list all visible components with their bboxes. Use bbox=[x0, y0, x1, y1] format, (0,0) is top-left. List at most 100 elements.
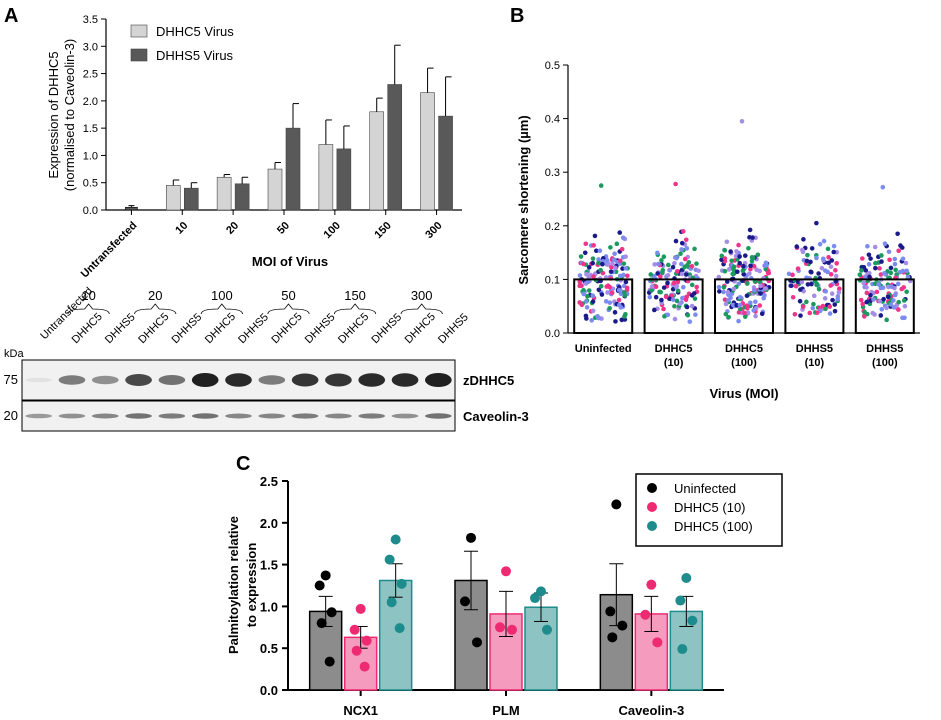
b-data-point bbox=[748, 266, 753, 272]
b-data-point bbox=[649, 284, 655, 289]
b-data-point bbox=[591, 274, 596, 279]
blot-marker-label: 20 bbox=[4, 408, 18, 423]
b-data-point bbox=[905, 274, 911, 280]
b-data-point bbox=[829, 258, 835, 263]
c-data-point bbox=[507, 624, 517, 635]
c-y-label-line: to expression bbox=[244, 543, 259, 628]
b-data-point bbox=[673, 181, 678, 187]
blot-band bbox=[358, 373, 386, 387]
b-data-point bbox=[888, 302, 894, 307]
a-ytick-label: 3.0 bbox=[83, 41, 98, 53]
b-data-point bbox=[817, 241, 823, 247]
b-data-point bbox=[583, 299, 589, 304]
b-data-point bbox=[596, 260, 601, 266]
b-data-point bbox=[898, 243, 903, 248]
c-data-point bbox=[652, 637, 663, 648]
blot-lane-label: DHHS5 bbox=[303, 311, 338, 346]
blot-marker-label: 75 bbox=[4, 372, 18, 387]
b-data-point bbox=[672, 316, 678, 322]
blot-lane-label: DHHC5 bbox=[136, 311, 171, 346]
b-data-point bbox=[670, 264, 676, 270]
b-xtick-label-line: DHHC5 bbox=[725, 343, 763, 355]
b-data-point bbox=[612, 251, 617, 257]
c-legend-marker bbox=[647, 502, 657, 512]
b-x-label: Virus (MOI) bbox=[709, 386, 778, 401]
c-data-point bbox=[611, 499, 622, 510]
b-data-point bbox=[903, 260, 909, 266]
b-data-point bbox=[832, 302, 838, 307]
a-bar-dhhc5 bbox=[369, 111, 385, 211]
b-data-point bbox=[670, 297, 676, 302]
blot-band bbox=[25, 413, 52, 419]
b-data-point bbox=[667, 267, 673, 273]
b-ytick-label: 0.2 bbox=[545, 221, 560, 233]
a-bar-dhhc5 bbox=[420, 92, 435, 211]
b-data-point bbox=[798, 313, 803, 318]
blot-lane-label: DHHS5 bbox=[369, 311, 404, 346]
b-data-point bbox=[814, 310, 820, 316]
b-data-point bbox=[763, 286, 768, 291]
a-xtick-label: 10 bbox=[173, 220, 190, 237]
b-data-point bbox=[877, 266, 882, 271]
a-xtick-label: 20 bbox=[224, 220, 241, 237]
b-data-point bbox=[658, 274, 663, 279]
b-data-point bbox=[689, 303, 695, 309]
b-data-point bbox=[868, 256, 873, 261]
panel-label-b: B bbox=[510, 5, 524, 27]
c-data-point bbox=[536, 586, 546, 597]
blot-band bbox=[391, 413, 419, 419]
b-data-point bbox=[860, 301, 865, 307]
b-data-point bbox=[577, 279, 583, 284]
c-ytick-label: 2.0 bbox=[260, 516, 278, 531]
a-ytick-label: 0.0 bbox=[83, 205, 98, 217]
b-data-point bbox=[887, 257, 892, 263]
c-ytick-label: 0.5 bbox=[260, 641, 278, 656]
b-data-point bbox=[683, 272, 689, 277]
b-data-point bbox=[882, 241, 888, 246]
b-data-point bbox=[786, 271, 792, 277]
b-data-point bbox=[825, 269, 830, 275]
a-bar-dhhc5 bbox=[165, 185, 181, 211]
b-data-point bbox=[737, 295, 743, 300]
b-data-point bbox=[648, 272, 654, 277]
b-data-point bbox=[866, 270, 872, 276]
b-data-point bbox=[871, 297, 876, 302]
b-data-point bbox=[584, 271, 589, 277]
b-data-point bbox=[880, 285, 886, 290]
b-data-point bbox=[684, 304, 690, 310]
b-data-point bbox=[726, 297, 731, 303]
b-data-point bbox=[721, 285, 727, 290]
b-data-point bbox=[724, 239, 730, 245]
b-data-point bbox=[730, 271, 735, 277]
b-data-point bbox=[836, 290, 842, 295]
b-data-point bbox=[716, 274, 722, 280]
blot-band bbox=[91, 413, 119, 419]
b-data-point bbox=[748, 263, 753, 269]
c-data-point bbox=[687, 615, 698, 626]
b-data-point bbox=[617, 258, 623, 264]
blot-moi-label: 20 bbox=[148, 288, 162, 303]
b-data-point bbox=[750, 255, 756, 261]
b-xtick-label: Uninfected bbox=[575, 343, 632, 355]
b-data-point bbox=[612, 265, 618, 271]
blot-moi-bracket bbox=[334, 303, 377, 315]
b-data-point bbox=[884, 317, 889, 323]
b-ytick-label: 0.0 bbox=[545, 328, 560, 340]
blot-band bbox=[158, 375, 186, 385]
b-data-point bbox=[653, 294, 659, 300]
b-xtick-label: DHHS5 (100) bbox=[866, 343, 903, 369]
b-data-point bbox=[733, 253, 739, 259]
b-data-point bbox=[665, 280, 670, 286]
b-data-point bbox=[874, 289, 880, 295]
a-bar-dhhs5 bbox=[183, 187, 199, 211]
b-data-point bbox=[828, 264, 834, 270]
b-data-point bbox=[891, 298, 896, 303]
b-data-point bbox=[836, 286, 842, 292]
b-data-point bbox=[751, 287, 757, 293]
b-data-point bbox=[616, 287, 622, 293]
b-data-point bbox=[722, 268, 728, 274]
b-data-point bbox=[902, 303, 908, 309]
blot-lane-label: DHHS5 bbox=[236, 311, 271, 346]
b-data-point bbox=[729, 258, 734, 264]
b-data-point bbox=[623, 266, 629, 271]
